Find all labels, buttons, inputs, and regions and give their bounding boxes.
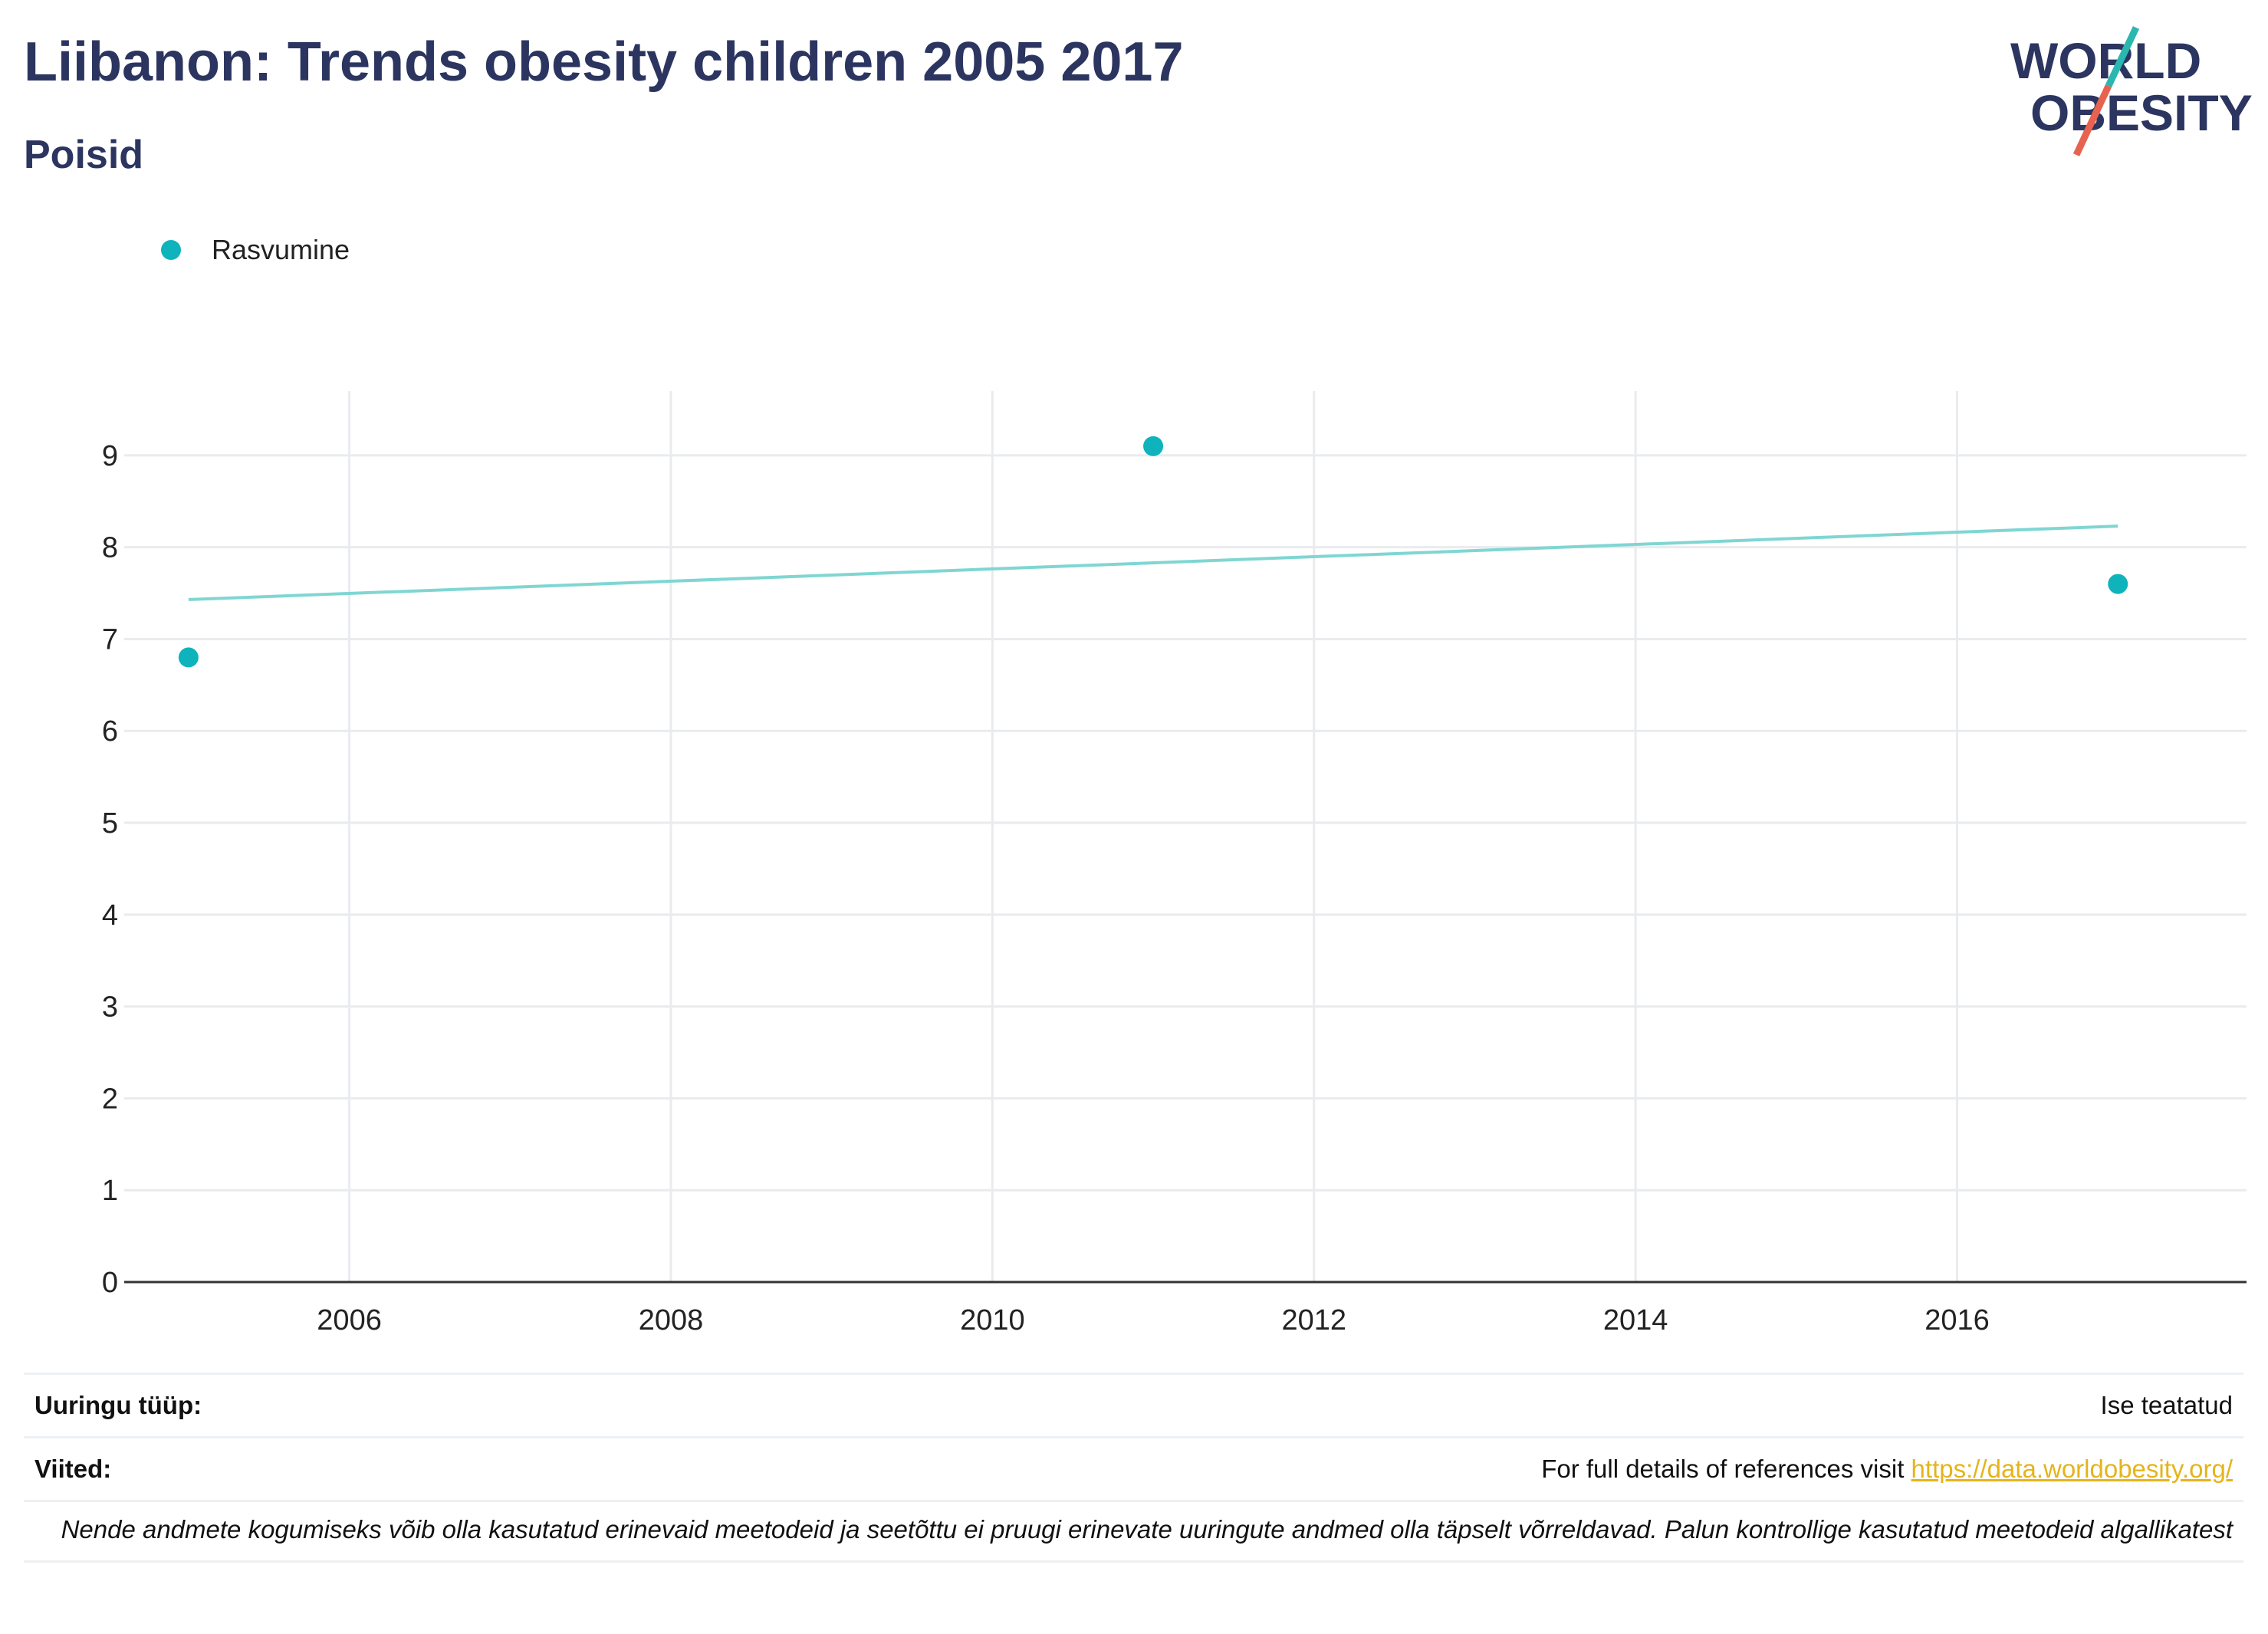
- survey-type-label: Uuringu tüüp:: [35, 1391, 202, 1419]
- logo-slash-teal: [2105, 26, 2140, 87]
- y-tick-label: 2: [102, 1083, 118, 1115]
- y-tick-label: 7: [102, 623, 118, 656]
- references-link[interactable]: https://data.worldobesity.org/: [1911, 1455, 2233, 1483]
- y-tick-label: 5: [102, 807, 118, 840]
- references-text: For full details of references visit: [1541, 1455, 1911, 1483]
- y-tick-label: 9: [102, 440, 118, 472]
- trend-line: [188, 524, 2118, 601]
- x-tick-label: 2010: [960, 1304, 1025, 1336]
- legend-marker: [161, 240, 181, 260]
- references-value: For full details of references visit htt…: [1541, 1455, 2233, 1484]
- chart-subtitle: Poisid: [24, 133, 144, 177]
- y-tick-label: 8: [102, 532, 118, 564]
- x-tick-label: 2008: [639, 1304, 704, 1336]
- logo-line-1: WORLD: [2010, 32, 2201, 89]
- y-tick-label: 1: [102, 1175, 118, 1207]
- data-point: [1143, 436, 1164, 456]
- metadata-table: Uuringu tüüp: Ise teatatud Viited: For f…: [24, 1373, 2243, 1563]
- y-tick-label: 4: [102, 899, 118, 932]
- y-tick-label: 3: [102, 991, 118, 1024]
- logo-line-2: OBESITY: [2030, 84, 2253, 141]
- x-tick-label: 2012: [1281, 1304, 1346, 1336]
- data-point: [2108, 574, 2128, 594]
- chart-legend: Rasvumine: [161, 228, 350, 271]
- x-tick-label: 2014: [1603, 1304, 1668, 1336]
- logo-slash-red: [2072, 84, 2112, 156]
- survey-type-row: Uuringu tüüp: Ise teatatud: [24, 1373, 2243, 1436]
- x-tick-label: 2016: [1925, 1304, 1990, 1336]
- y-tick-label: 6: [102, 715, 118, 748]
- page-title: Liibanon: Trends obesity children 2005 2…: [24, 31, 1184, 93]
- survey-type-value: Ise teatatud: [2100, 1391, 2233, 1419]
- legend-label: Rasvumine: [212, 234, 350, 265]
- data-point: [178, 647, 199, 668]
- methodology-note: Nende andmete kogumiseks võib olla kasut…: [24, 1500, 2243, 1563]
- references-label: Viited:: [35, 1455, 112, 1483]
- references-row: Viited: For full details of references v…: [24, 1436, 2243, 1500]
- world-obesity-logo: WORLD OBESITY: [2010, 26, 2253, 156]
- y-tick-label: 0: [102, 1267, 118, 1299]
- x-tick-label: 2006: [317, 1304, 382, 1336]
